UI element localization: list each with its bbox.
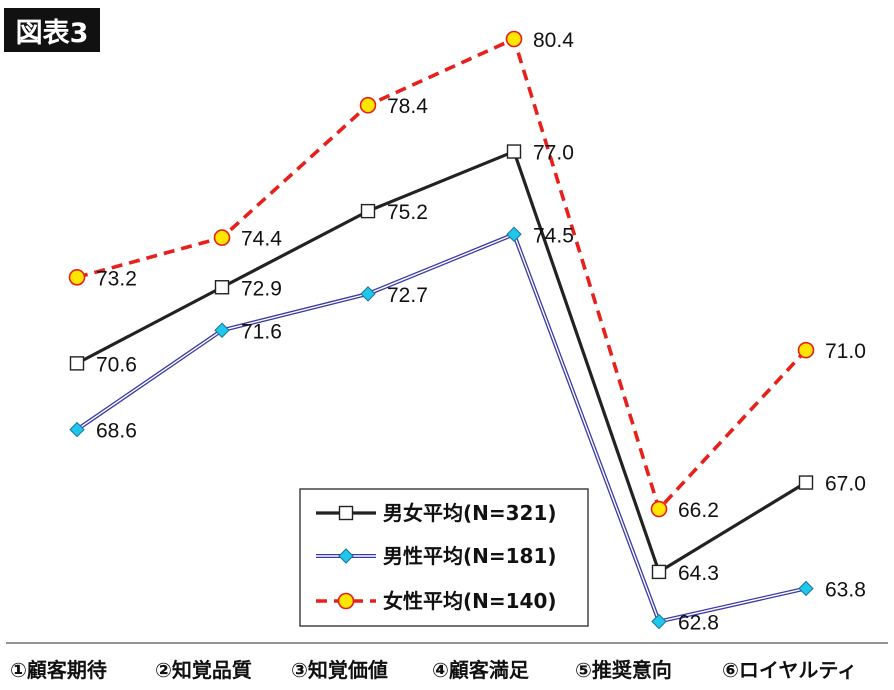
- data-point-s2-0: [68, 269, 86, 286]
- data-point-s2-2: [359, 96, 377, 114]
- data-point-s1-5: [798, 580, 814, 597]
- data-point-s1-0: [69, 421, 85, 438]
- category-label: ②知覚品質: [155, 658, 252, 682]
- data-label: 74.4: [241, 228, 282, 251]
- data-label: 77.0: [533, 142, 574, 165]
- data-label: 70.6: [96, 353, 137, 376]
- data-label: 64.3: [678, 562, 719, 585]
- data-point-s0-5: [798, 475, 814, 490]
- data-label: 71.6: [241, 320, 282, 343]
- legend-marker-0: [338, 505, 354, 521]
- data-point-s1-4: [651, 613, 667, 630]
- data-label-layer: 70.6 72.9 75.2 77.0 64.3 67.0 68.6 71.6 72.7 74.5…: [96, 29, 866, 635]
- data-label: 62.8: [678, 612, 719, 635]
- category-label: ⑤推奨意向: [575, 658, 672, 682]
- legend-item-0: 男女平均(N=321): [316, 501, 557, 525]
- legend-marker-1: [338, 548, 354, 564]
- data-point-s2-4: [650, 500, 668, 518]
- data-point-s1-3: [506, 226, 522, 242]
- series-line-0: [76, 149, 807, 574]
- data-point-s0-2: [360, 203, 376, 219]
- series-line-2: [76, 36, 808, 513]
- data-point-s1-2: [360, 286, 376, 302]
- legend-label: 男女平均(N=321): [383, 501, 557, 525]
- data-point-s0-3: [506, 144, 522, 159]
- series-layer: [68, 30, 815, 630]
- data-label: 72.7: [387, 284, 428, 307]
- legend-item-1: 男性平均(N=181): [316, 544, 557, 568]
- data-label: 73.2: [96, 267, 137, 290]
- data-point-s0-4: [651, 564, 667, 580]
- data-point-s2-5: [797, 341, 815, 359]
- data-point-s1-1: [214, 322, 230, 338]
- data-label: 68.6: [96, 420, 137, 443]
- data-label: 75.2: [387, 201, 428, 224]
- data-point-s2-3: [505, 30, 523, 48]
- data-label: 74.5: [533, 224, 574, 247]
- series-line-inner-1: [76, 233, 807, 623]
- category-label: ⑥ロイヤルティ: [722, 658, 857, 682]
- data-label: 63.8: [825, 578, 866, 601]
- legend: 男女平均(N=321) 男性平均(N=181) 女性平均(N=140): [299, 488, 589, 627]
- data-label: 67.0: [825, 473, 866, 496]
- data-label: 78.4: [387, 95, 428, 118]
- category-label: ①顧客期待: [10, 658, 107, 682]
- legend-label: 男性平均(N=181): [383, 544, 557, 568]
- legend-marker-2: [337, 592, 355, 610]
- data-label: 66.2: [678, 499, 719, 522]
- data-label: 80.4: [533, 29, 574, 52]
- data-label: 71.0: [825, 340, 866, 363]
- data-point-s2-1: [213, 229, 231, 246]
- figure-badge: 図表3: [4, 8, 100, 52]
- data-point-s0-0: [69, 356, 85, 371]
- data-point-s0-1: [214, 280, 230, 295]
- legend-item-2: 女性平均(N=140): [316, 589, 557, 613]
- category-label: ③知覚価値: [291, 658, 388, 682]
- data-label: 72.9: [241, 277, 282, 300]
- category-label: ④顧客満足: [432, 658, 530, 682]
- category-labels: ①顧客期待 ②知覚品質 ③知覚価値 ④顧客満足 ⑤推奨意向 ⑥ロイヤルティ: [10, 658, 857, 682]
- legend-label: 女性平均(N=140): [383, 589, 557, 613]
